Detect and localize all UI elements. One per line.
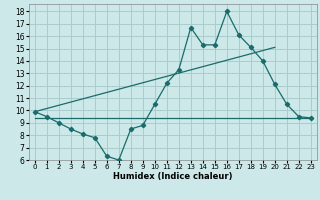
X-axis label: Humidex (Indice chaleur): Humidex (Indice chaleur) xyxy=(113,172,233,181)
